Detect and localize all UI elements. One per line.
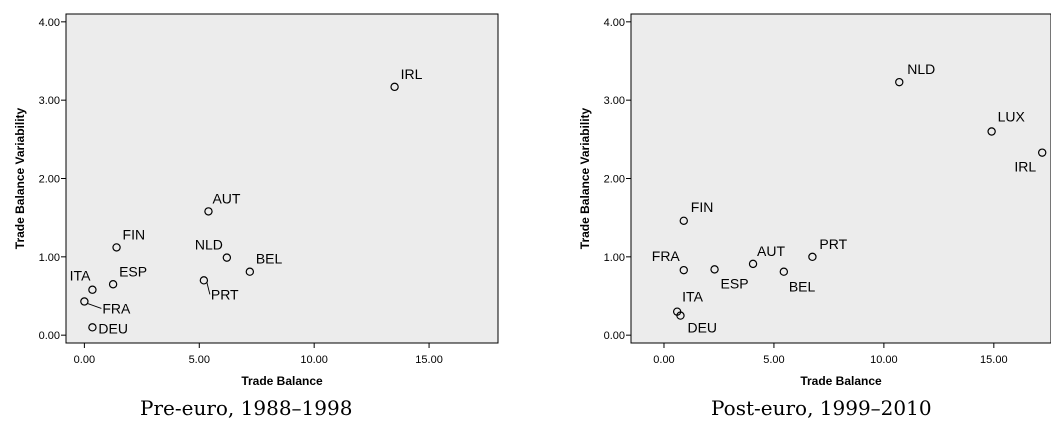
data-point-prt [199,276,209,285]
data-point-nld [222,253,232,262]
y-tick-label: 1.00 [604,252,625,264]
data-point-fin [679,216,688,225]
data-point-aut [204,207,213,216]
caption-pre-euro: Pre-euro, 1988–1998 [140,396,353,420]
x-axis-title: Trade Balance [800,374,882,388]
data-point-esp [108,280,118,289]
y-tick-label: 0.00 [39,330,60,342]
data-point-bel [779,267,789,276]
data-label-fin: FIN [691,199,714,215]
data-point-lux [987,127,996,136]
data-label-ita: ITA [682,289,703,305]
data-label-esp: ESP [119,263,147,279]
caption-post-euro: Post-euro, 1999–2010 [711,396,932,420]
data-label-bel: BEL [789,279,816,295]
label-leader-line [206,282,211,295]
y-tick-label: 2.00 [604,174,625,186]
data-label-bel: BEL [256,251,283,267]
data-label-nld: NLD [907,61,935,77]
data-label-irl: IRL [1014,159,1036,175]
x-tick-label: 10.00 [300,354,328,366]
y-tick-label: 0.00 [604,330,625,342]
chart-post-euro: 0.00 1.00 2.00 3.00 4.00 0.00 5.00 10.00 15.00 Tr… [565,0,1051,427]
plot-area [65,13,499,344]
y-axis-title: Trade Balance Variability [13,107,27,249]
data-point-fra [80,297,89,306]
data-point-nld [895,77,904,87]
data-point-irl [390,82,399,92]
data-point-fra [679,265,688,275]
data-label-irl: IRL [401,66,423,82]
y-axis-title: Trade Balance Variability [578,107,592,249]
x-tick-label: 0.00 [74,354,95,366]
data-point-bel [245,267,255,276]
x-tick-label: 0.00 [653,354,674,366]
data-label-nld: NLD [195,237,223,253]
data-point-deu [88,323,97,332]
data-label-aut: AUT [212,190,240,206]
data-label-lux: LUX [998,109,1026,125]
chart-pre-euro: 0.00 1.00 2.00 3.00 4.00 0.00 5.00 10.00 15.00 Tr… [0,0,510,427]
y-tick-label: 1.00 [39,252,60,264]
x-tick-label: 5.00 [763,354,784,366]
data-point-irl [1038,148,1047,157]
data-label-ita: ITA [70,268,91,284]
data-point-aut [748,259,758,269]
scatter-plot-pre-euro: 0.00 1.00 2.00 3.00 4.00 0.00 5.00 10.00 15.00 Tr… [13,13,499,388]
data-point-prt [808,252,817,262]
data-label-aut: AUT [757,243,785,259]
data-label-fra: FRA [652,248,681,264]
x-tick-label: 15.00 [980,354,1008,366]
y-tick-label: 4.00 [39,17,60,29]
x-tick-label: 15.00 [415,354,443,366]
x-tick-label: 5.00 [189,354,210,366]
y-tick-label: 3.00 [39,95,60,107]
scatter-plot-post-euro: 0.00 1.00 2.00 3.00 4.00 0.00 5.00 10.00 15.00 Tr… [578,13,1051,388]
data-label-fin: FIN [123,226,146,242]
data-label-fra: FRA [102,300,131,316]
label-leader-line [87,303,102,309]
data-label-prt: PRT [211,286,239,302]
plot-area [630,13,1051,344]
data-label-esp: ESP [721,275,749,291]
y-tick-label: 4.00 [604,17,625,29]
data-point-ita [88,285,97,294]
data-label-prt: PRT [819,236,847,252]
data-label-deu: DEU [687,320,717,336]
data-point-fin [112,243,121,252]
x-tick-label: 10.00 [870,354,898,366]
y-tick-label: 3.00 [604,95,625,107]
data-point-deu [676,311,685,320]
x-axis-title: Trade Balance [241,374,323,388]
y-tick-label: 2.00 [39,174,60,186]
data-point-esp [710,265,719,274]
data-label-deu: DEU [98,320,128,336]
